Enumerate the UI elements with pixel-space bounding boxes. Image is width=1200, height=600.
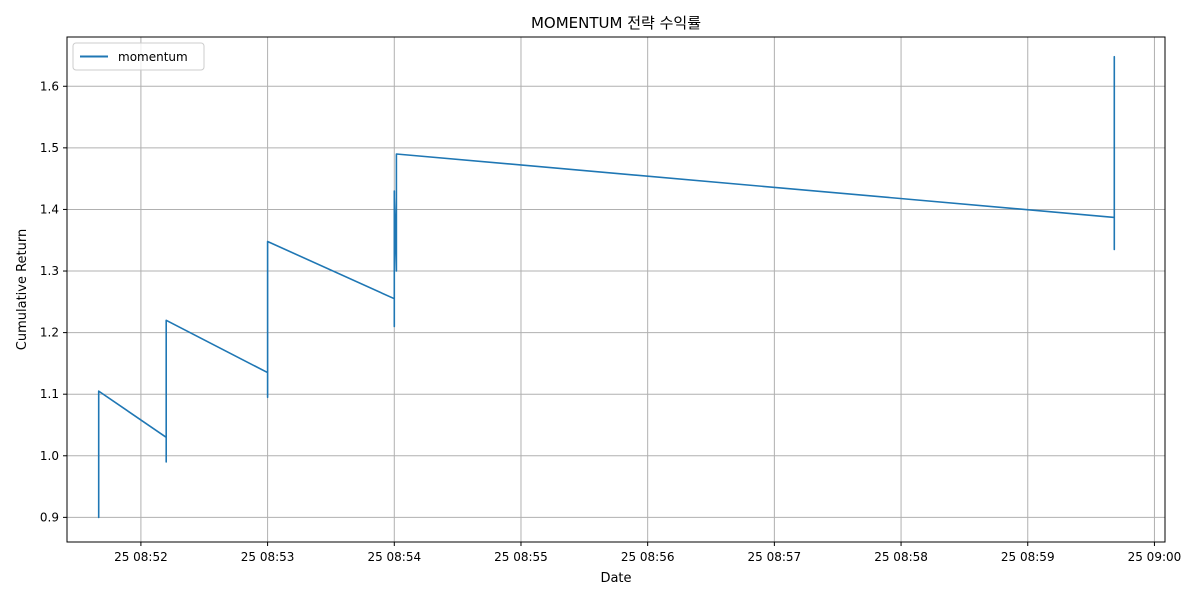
series-layer [97,55,1116,519]
x-tick-label: 25 08:57 [748,550,802,564]
x-tick-label: 25 08:52 [114,550,168,564]
x-tick-label: 25 08:59 [1001,550,1055,564]
x-tick-label: 25 09:00 [1128,550,1182,564]
x-axis: 25 08:52 25 08:53 25 08:54 25 08:55 25 08:56… [114,542,1181,564]
legend: momentum [72,42,205,71]
y-tick-label: 1.5 [40,141,59,155]
legend-label: momentum [118,50,188,64]
x-tick-label: 25 08:58 [874,550,928,564]
grid [67,37,1165,542]
series-line-momentum [97,55,1116,519]
y-tick-label: 1.0 [40,449,59,463]
y-tick-label: 1.4 [40,202,59,216]
y-axis-label: Cumulative Return [15,229,30,350]
y-tick-label: 1.6 [40,79,59,93]
y-axis: 0.9 1.0 1.1 1.2 1.3 1.4 1.5 1.6 [40,79,67,524]
x-tick-label: 25 08:55 [494,550,548,564]
y-tick-label: 1.2 [40,326,59,340]
y-tick-label: 1.1 [40,387,59,401]
x-tick-label: 25 08:53 [241,550,295,564]
plot-frame [66,36,1166,543]
chart-title: MOMENTUM 전략 수익률 [531,14,701,32]
x-tick-label: 25 08:54 [367,550,421,564]
x-axis-label: Date [600,571,631,586]
legend-box [72,42,205,71]
y-tick-label: 0.9 [40,510,59,524]
y-tick-label: 1.3 [40,264,59,278]
x-tick-label: 25 08:56 [621,550,675,564]
